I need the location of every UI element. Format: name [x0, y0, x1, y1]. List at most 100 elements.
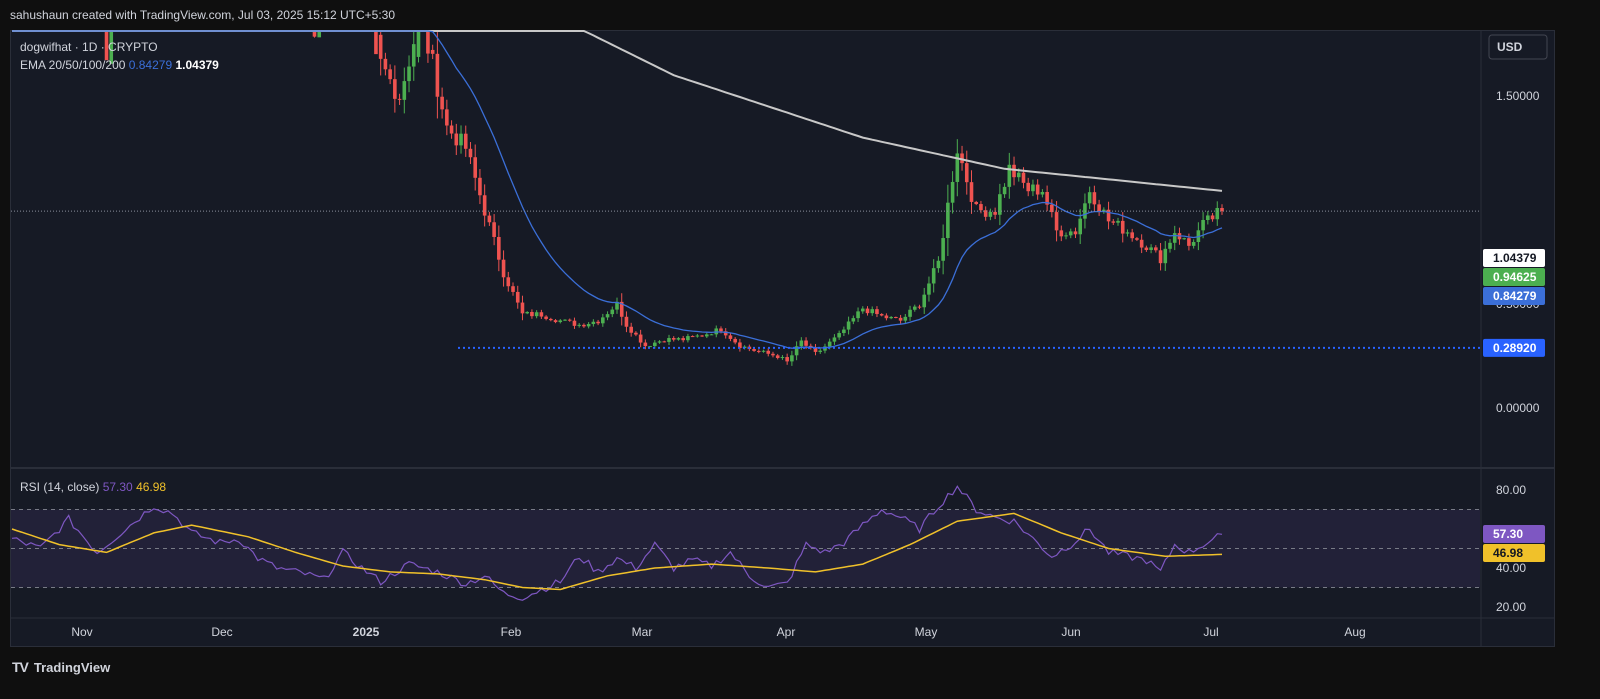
candle-body [577, 324, 581, 326]
candle-body [884, 315, 889, 319]
candle-body [1064, 235, 1068, 237]
candle-body [1220, 207, 1224, 212]
price-tag-label: 1.04379 [1493, 251, 1537, 265]
candle-body [1087, 192, 1092, 204]
candle-body [955, 153, 960, 182]
candle-body [1092, 192, 1097, 205]
tradingview-logo[interactable]: TV TradingView [12, 659, 110, 675]
candle-body [998, 194, 1002, 215]
candle-body [1206, 215, 1210, 221]
candle-body [1163, 248, 1168, 264]
time-tick-label: Nov [71, 625, 92, 639]
chart-credit: sahushaun created with TradingView.com, … [10, 8, 396, 22]
candle-body [1073, 231, 1078, 235]
candle-body [983, 210, 988, 217]
candle-body [440, 96, 444, 110]
candle-body [738, 342, 742, 349]
candle-body [1191, 242, 1196, 246]
candle-body [393, 79, 397, 99]
candle-body [1116, 220, 1120, 223]
top-bar: sahushaun created with TradingView.com, … [0, 0, 1600, 30]
candle-body [837, 333, 841, 338]
candle-body [553, 320, 558, 323]
candle-body [1187, 238, 1191, 246]
candle-body [558, 320, 563, 323]
rsi-ma-line [11, 512, 1223, 591]
candle-body [912, 306, 917, 310]
candle-body [993, 211, 997, 215]
candle-body [719, 328, 723, 332]
candle-body [846, 321, 851, 330]
candle-body [946, 202, 950, 239]
candle-body [790, 355, 794, 362]
candle-body [960, 153, 964, 164]
currency-button[interactable] [1488, 34, 1548, 60]
candle-body [1021, 172, 1026, 183]
candle-body [761, 350, 766, 352]
candle-body [1139, 239, 1144, 248]
candle-body [936, 260, 941, 269]
candle-body [468, 148, 473, 158]
candle-body [1182, 238, 1186, 240]
candle-body [473, 157, 478, 178]
time-tick-label: 2025 [353, 625, 380, 639]
candle-body [917, 306, 922, 308]
candle-body [411, 44, 416, 67]
candle-body [1135, 238, 1139, 240]
candle-body [794, 346, 799, 356]
candle-body [638, 334, 643, 343]
price-tag-ema200 [1483, 249, 1545, 267]
candle-body [842, 329, 846, 334]
candle-body [733, 338, 737, 343]
candle-body [695, 335, 700, 337]
candle-body [780, 357, 785, 359]
time-tick-label: Jun [1061, 625, 1080, 639]
price-tag-label: 0.28920 [1493, 341, 1537, 355]
currency-button-label: USD [1497, 40, 1523, 54]
candle-body [752, 349, 756, 351]
candle-body [865, 308, 870, 314]
candle-body [445, 109, 449, 126]
candle-body [676, 338, 681, 340]
candle-body [1149, 247, 1153, 250]
candle-body [1097, 204, 1101, 212]
rsi-tag-label: 57.30 [1493, 527, 1523, 541]
candle-body [903, 316, 908, 321]
candle-body [775, 355, 780, 358]
candle-body [1144, 247, 1149, 250]
chart-frame[interactable] [10, 30, 1555, 647]
candle-body [799, 340, 804, 347]
time-tick-label: Dec [211, 625, 232, 639]
candle-body [941, 238, 945, 261]
candle-body [591, 321, 596, 325]
candle-body [648, 346, 652, 348]
candle-body [478, 177, 482, 196]
rsi-tag-label: 46.98 [1493, 546, 1523, 560]
candle-body [109, 31, 114, 64]
candle-body [454, 133, 459, 146]
candle-body [515, 291, 520, 303]
price-tag-label: 0.84279 [1493, 289, 1537, 303]
candle-body [615, 301, 619, 310]
candle-body [416, 31, 421, 57]
candle-body [582, 324, 586, 327]
candle-body [563, 319, 567, 321]
candle-body [851, 318, 856, 322]
candle-body [1040, 191, 1045, 195]
symbol-label: dogwifhat · 1D · CRYPTO [20, 40, 158, 54]
price-tag-ema20 [1483, 287, 1545, 305]
candle-body [435, 53, 440, 97]
time-tick-label: May [915, 625, 938, 639]
candle-body [1172, 233, 1177, 243]
candle-body [567, 319, 572, 321]
footer-bar [0, 647, 1600, 699]
candle-body [534, 312, 539, 317]
candle-body [1210, 215, 1215, 220]
candle-body [374, 31, 378, 55]
candle-body [1083, 203, 1087, 219]
candle-body [766, 350, 771, 354]
candle-body [634, 332, 638, 335]
candle-body [931, 268, 936, 284]
candle-body [1068, 231, 1073, 236]
